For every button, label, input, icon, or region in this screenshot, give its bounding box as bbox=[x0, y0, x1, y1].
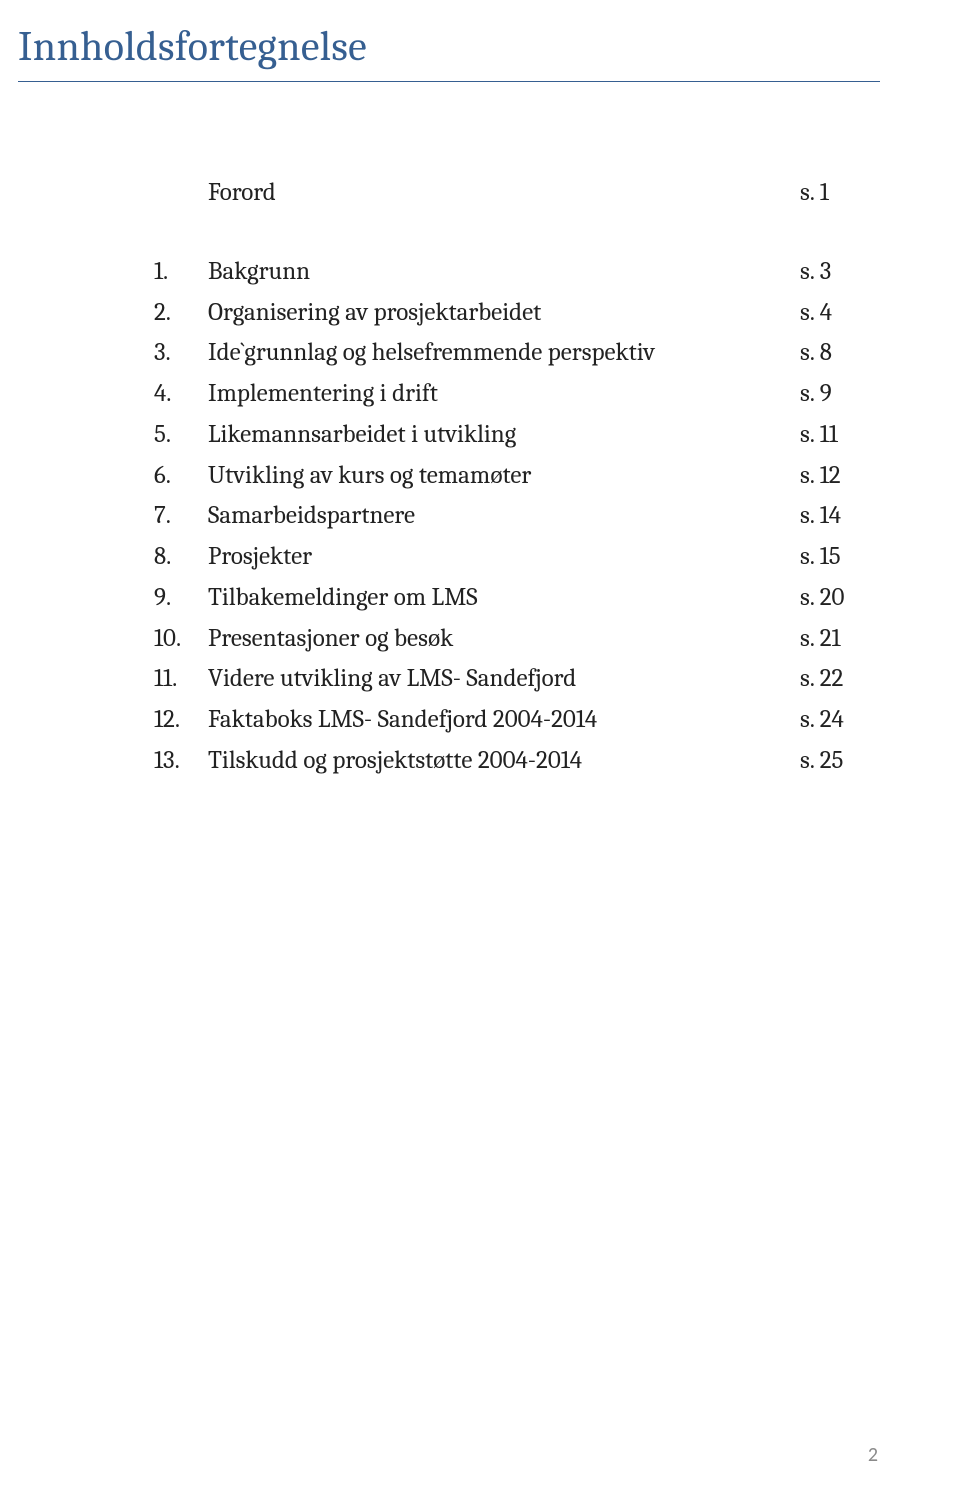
toc-item-number: 3. bbox=[154, 334, 208, 373]
toc-item-title: Faktaboks LMS- Sandefjord 2004-2014 bbox=[208, 701, 800, 740]
toc-item-title: Samarbeidspartnere bbox=[208, 497, 800, 536]
toc-forord-label: Forord bbox=[208, 174, 800, 213]
toc-row: 2.Organisering av prosjektarbeidets. 4 bbox=[154, 294, 880, 333]
toc-item-number: 13. bbox=[154, 742, 208, 781]
toc-item-title: Likemannsarbeidet i utvikling bbox=[208, 416, 800, 455]
page-number: 2 bbox=[868, 1443, 878, 1467]
toc-row: 11.Videre utvikling av LMS- Sandefjords.… bbox=[154, 660, 880, 699]
toc-list: 1.Bakgrunns. 32.Organisering av prosjekt… bbox=[154, 253, 880, 781]
toc-item-page: s. 24 bbox=[800, 701, 880, 740]
toc-item-title: Implementering i drift bbox=[208, 375, 800, 414]
toc-row: 10.Presentasjoner og besøks. 21 bbox=[154, 620, 880, 659]
toc-row: 12.Faktaboks LMS- Sandefjord 2004-2014s.… bbox=[154, 701, 880, 740]
toc-item-page: s. 22 bbox=[800, 660, 880, 699]
toc-item-number: 12. bbox=[154, 701, 208, 740]
toc-row: 3.Ide`grunnlag og helsefremmende perspek… bbox=[154, 334, 880, 373]
toc-item-page: s. 12 bbox=[800, 457, 880, 496]
toc-item-page: s. 14 bbox=[800, 497, 880, 536]
toc-item-number: 5. bbox=[154, 416, 208, 455]
toc-item-number: 10. bbox=[154, 620, 208, 659]
toc-item-number: 1. bbox=[154, 253, 208, 292]
toc-item-title: Tilskudd og prosjektstøtte 2004-2014 bbox=[208, 742, 800, 781]
toc-item-number: 7. bbox=[154, 497, 208, 536]
toc-item-page: s. 25 bbox=[800, 742, 880, 781]
toc-item-page: s. 21 bbox=[800, 620, 880, 659]
toc-row: 6.Utvikling av kurs og temamøters. 12 bbox=[154, 457, 880, 496]
toc-item-title: Ide`grunnlag og helsefremmende perspekti… bbox=[208, 334, 800, 373]
toc-item-page: s. 15 bbox=[800, 538, 880, 577]
toc-item-title: Utvikling av kurs og temamøter bbox=[208, 457, 800, 496]
page-title: Innholdsfortegnelse bbox=[18, 22, 880, 82]
toc-item-title: Presentasjoner og besøk bbox=[208, 620, 800, 659]
toc-item-number: 8. bbox=[154, 538, 208, 577]
toc-forord-page: s. 1 bbox=[800, 174, 880, 213]
toc-item-page: s. 20 bbox=[800, 579, 880, 618]
toc-row: 7.Samarbeidspartneres. 14 bbox=[154, 497, 880, 536]
document-page: Innholdsfortegnelse Forord s. 1 1.Bakgru… bbox=[0, 0, 960, 1499]
toc-row: 5.Likemannsarbeidet i utviklings. 11 bbox=[154, 416, 880, 455]
heading-container: Innholdsfortegnelse bbox=[0, 0, 960, 82]
toc-item-page: s. 9 bbox=[800, 375, 880, 414]
toc-item-number: 4. bbox=[154, 375, 208, 414]
toc-item-title: Organisering av prosjektarbeidet bbox=[208, 294, 800, 333]
toc-item-title: Prosjekter bbox=[208, 538, 800, 577]
toc-forord-row: Forord s. 1 bbox=[154, 174, 880, 213]
toc-item-title: Tilbakemeldinger om LMS bbox=[208, 579, 800, 618]
toc-row: 13.Tilskudd og prosjektstøtte 2004-2014s… bbox=[154, 742, 880, 781]
toc-item-page: s. 11 bbox=[800, 416, 880, 455]
table-of-contents: Forord s. 1 1.Bakgrunns. 32.Organisering… bbox=[154, 174, 880, 781]
toc-item-number: 9. bbox=[154, 579, 208, 618]
toc-item-number: 2. bbox=[154, 294, 208, 333]
toc-item-page: s. 4 bbox=[800, 294, 880, 333]
toc-item-page: s. 8 bbox=[800, 334, 880, 373]
toc-item-title: Videre utvikling av LMS- Sandefjord bbox=[208, 660, 800, 699]
toc-row: 8.Prosjekters. 15 bbox=[154, 538, 880, 577]
toc-item-number: 6. bbox=[154, 457, 208, 496]
toc-item-title: Bakgrunn bbox=[208, 253, 800, 292]
toc-item-page: s. 3 bbox=[800, 253, 880, 292]
toc-row: 4.Implementering i drifts. 9 bbox=[154, 375, 880, 414]
toc-item-number: 11. bbox=[154, 660, 208, 699]
toc-row: 1.Bakgrunns. 3 bbox=[154, 253, 880, 292]
toc-row: 9.Tilbakemeldinger om LMSs. 20 bbox=[154, 579, 880, 618]
